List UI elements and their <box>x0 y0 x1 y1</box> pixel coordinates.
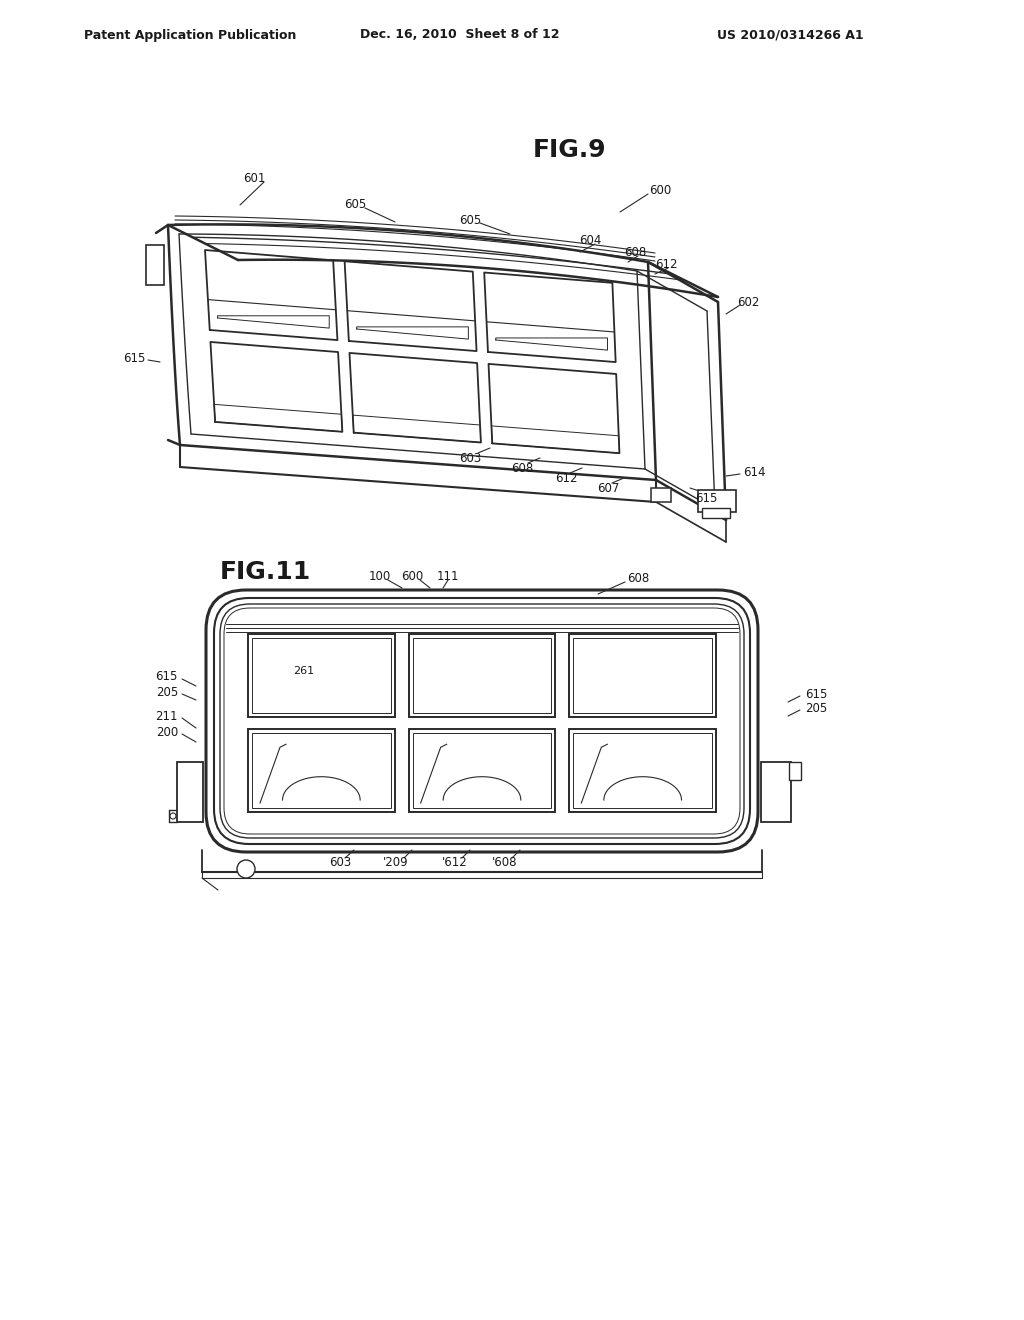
Text: '209: '209 <box>383 857 409 870</box>
Bar <box>573 733 712 808</box>
Text: 608: 608 <box>624 246 646 259</box>
Text: '612: '612 <box>442 857 468 870</box>
Text: FIG.11: FIG.11 <box>219 560 310 583</box>
Text: 615: 615 <box>805 688 827 701</box>
Text: 600: 600 <box>400 569 423 582</box>
Bar <box>248 729 394 812</box>
Bar <box>569 729 716 812</box>
FancyBboxPatch shape <box>224 609 740 834</box>
Bar <box>761 762 791 822</box>
Text: Patent Application Publication: Patent Application Publication <box>84 29 296 41</box>
FancyBboxPatch shape <box>651 488 671 502</box>
Text: 612: 612 <box>555 471 578 484</box>
Text: 607: 607 <box>597 482 620 495</box>
Text: 111: 111 <box>437 569 459 582</box>
FancyBboxPatch shape <box>214 598 750 843</box>
Text: 601: 601 <box>243 172 265 185</box>
Bar <box>248 634 394 717</box>
Text: 205: 205 <box>805 701 827 714</box>
Bar <box>177 762 203 822</box>
Circle shape <box>170 813 176 818</box>
Text: 205: 205 <box>156 685 178 698</box>
Text: 605: 605 <box>344 198 367 211</box>
Text: 608: 608 <box>627 572 649 585</box>
Bar <box>790 762 801 780</box>
FancyBboxPatch shape <box>220 605 744 838</box>
Bar <box>409 729 555 812</box>
Text: 261: 261 <box>293 667 314 676</box>
Text: 612: 612 <box>654 259 677 272</box>
Circle shape <box>237 861 255 878</box>
Text: 608: 608 <box>511 462 534 474</box>
Text: Dec. 16, 2010  Sheet 8 of 12: Dec. 16, 2010 Sheet 8 of 12 <box>360 29 560 41</box>
Text: 604: 604 <box>579 234 601 247</box>
Text: 615: 615 <box>156 671 178 684</box>
Text: US 2010/0314266 A1: US 2010/0314266 A1 <box>717 29 863 41</box>
Text: 600: 600 <box>649 183 671 197</box>
Bar <box>252 733 391 808</box>
FancyBboxPatch shape <box>146 246 164 285</box>
Text: 603: 603 <box>329 857 351 870</box>
Text: FIG.9: FIG.9 <box>534 139 607 162</box>
Text: 211: 211 <box>156 710 178 722</box>
Bar <box>413 638 551 713</box>
Text: 605: 605 <box>459 214 481 227</box>
Text: 615: 615 <box>123 351 145 364</box>
Text: 100: 100 <box>369 569 391 582</box>
Bar <box>569 634 716 717</box>
FancyBboxPatch shape <box>702 508 730 517</box>
Text: 614: 614 <box>742 466 765 479</box>
Text: 603: 603 <box>459 451 481 465</box>
Bar <box>409 634 555 717</box>
Text: 602: 602 <box>737 296 759 309</box>
Text: '608: '608 <box>493 857 518 870</box>
FancyBboxPatch shape <box>206 590 758 851</box>
Text: 200: 200 <box>156 726 178 738</box>
Bar <box>413 733 551 808</box>
FancyBboxPatch shape <box>698 490 736 512</box>
Text: 615: 615 <box>695 491 717 504</box>
Bar <box>573 638 712 713</box>
Bar <box>252 638 391 713</box>
